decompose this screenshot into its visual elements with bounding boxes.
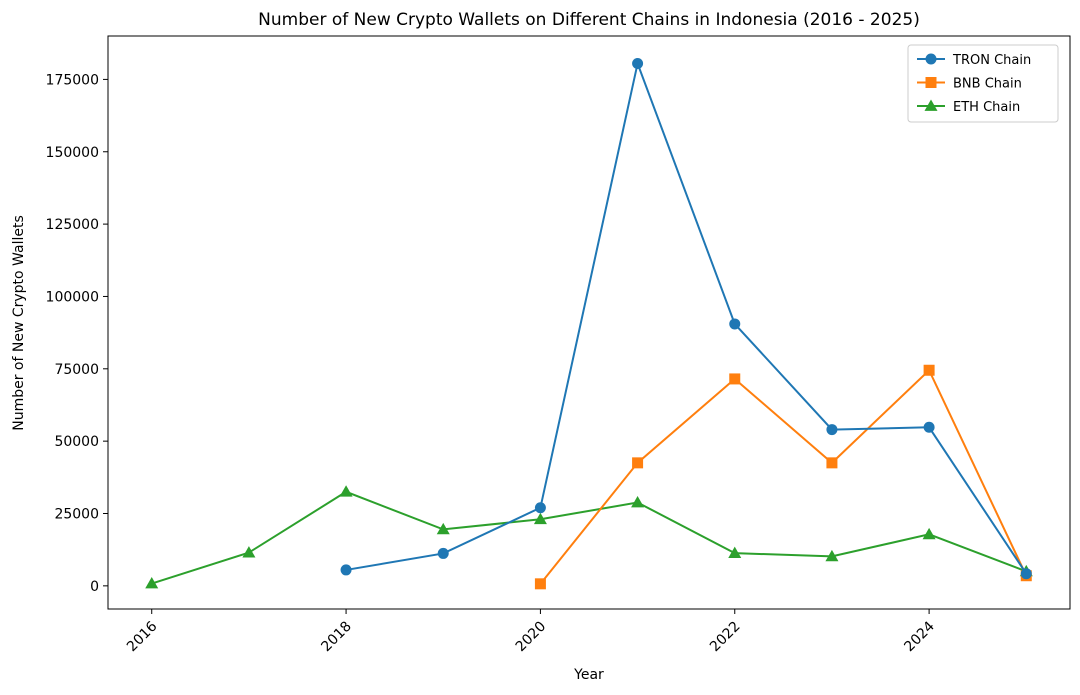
data-point: [436, 522, 450, 535]
y-tick-label: 0: [90, 579, 99, 595]
legend-label: TRON Chain: [952, 53, 1031, 68]
data-point: [728, 546, 742, 559]
data-point: [340, 564, 352, 576]
x-axis-label: Year: [573, 667, 604, 683]
data-point: [242, 546, 256, 558]
data-point: [923, 421, 935, 433]
x-tick-label: 2016: [124, 618, 161, 655]
legend-item: BNB Chain: [917, 77, 1022, 92]
x-tick-label: 2024: [901, 618, 938, 655]
y-tick-label: 75000: [54, 362, 99, 378]
y-tick-label: 25000: [54, 507, 99, 523]
legend-marker: [924, 99, 938, 111]
series-tron-chain: [340, 57, 1032, 580]
data-point: [437, 547, 449, 559]
data-point: [826, 424, 838, 436]
data-point: [339, 485, 353, 497]
y-axis-label: Number of New Crypto Wallets: [11, 215, 27, 431]
legend-label: ETH Chain: [953, 100, 1020, 115]
x-tick-label: 2018: [318, 619, 355, 656]
series-line: [539, 368, 1028, 585]
x-tick-label: 2022: [707, 619, 744, 656]
plot-area: [107, 35, 1071, 610]
data-point: [1020, 568, 1032, 580]
data-point: [826, 457, 838, 469]
data-point: [145, 577, 159, 589]
chart-title: Number of New Crypto Wallets on Differen…: [258, 10, 920, 30]
legend-label: BNB Chain: [953, 77, 1022, 92]
y-tick-label: 175000: [46, 72, 99, 88]
legend-item: ETH Chain: [917, 99, 1020, 115]
data-point: [534, 578, 546, 590]
data-point: [533, 512, 547, 525]
data-point: [923, 364, 935, 376]
y-tick-label: 125000: [46, 217, 99, 233]
data-point: [632, 57, 644, 69]
legend-marker: [925, 77, 937, 88]
series-eth-chain: [145, 485, 1033, 589]
legend: TRON Chain BNB Chain ETH Chain: [907, 44, 1059, 123]
x-tick-label: 2020: [513, 619, 550, 656]
y-tick-label: 150000: [46, 145, 99, 161]
y-tick-label: 50000: [54, 434, 99, 450]
data-point: [631, 496, 645, 508]
series-line: [151, 490, 1027, 585]
legend-frame: [907, 44, 1059, 123]
series-line: [345, 59, 1028, 575]
data-point: [729, 373, 741, 385]
legend-item: TRON Chain: [917, 53, 1031, 68]
y-tick-label: 100000: [46, 289, 99, 305]
data-point: [922, 527, 936, 540]
data-point: [632, 457, 644, 469]
data-point: [729, 318, 741, 330]
data-point: [534, 502, 546, 514]
data-point: [825, 549, 839, 562]
legend-marker: [925, 53, 937, 65]
